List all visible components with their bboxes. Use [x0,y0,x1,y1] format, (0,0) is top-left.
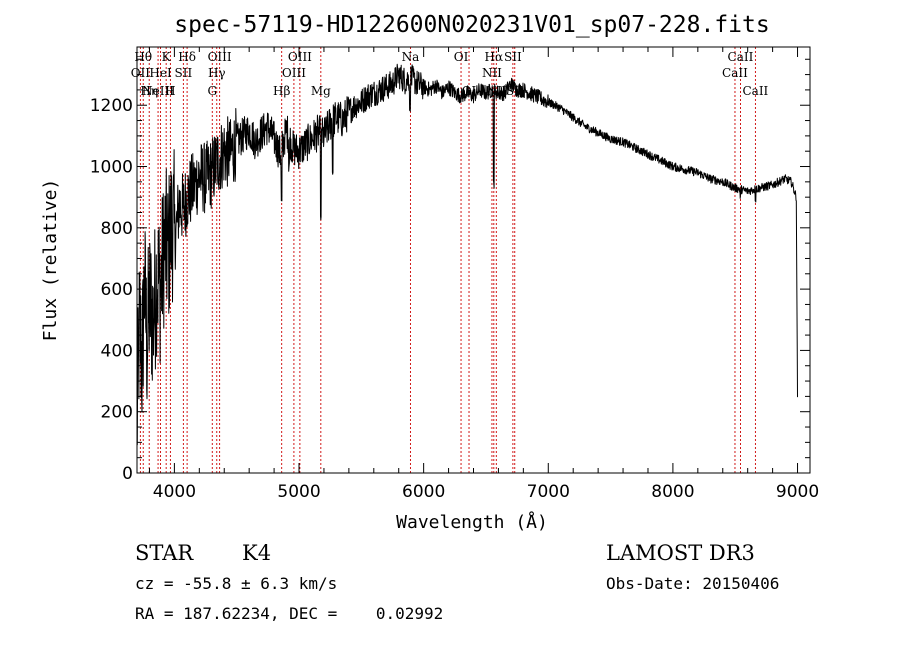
line-marker-label: Hθ [134,50,152,64]
line-marker-label: OIII [288,50,312,64]
line-marker-label: SII [504,50,522,64]
spectrum-line [136,63,798,446]
y-axis: 0 200 400 600 800 1000 1200 [90,58,810,484]
line-marker-group [139,47,756,473]
redshift-readout: cz = -55.8 ± 6.3 km/s [135,574,337,593]
y-tick-label: 400 [101,341,133,361]
x-tick-label: 9000 [776,482,819,502]
x-tick-label: 7000 [527,482,570,502]
line-marker-label: SII [175,66,193,80]
y-tick-label: 1000 [90,158,133,178]
line-marker-label: Mg [311,84,331,98]
y-tick-label: 800 [101,219,133,239]
line-marker-label: Hδ [178,50,196,64]
object-class: STAR [135,541,194,565]
line-marker-label: Hγ [208,66,226,80]
coordinates-readout: RA = 187.62234, DEC = 0.02992 [135,604,443,623]
x-tick-label: 5000 [277,482,320,502]
x-axis: 4000 5000 6000 7000 8000 9000 [148,47,819,502]
x-tick-label: 6000 [402,482,445,502]
line-marker-label: OII [131,66,151,80]
line-marker-label: OIII [208,50,232,64]
survey-name: LAMOST DR3 [606,541,755,565]
line-marker-label: Hβ [273,84,290,98]
line-marker-label: Na [402,50,420,64]
x-axis-label: Wavelength (Å) [396,511,548,533]
x-tick-label: 8000 [651,482,694,502]
y-tick-label: 600 [101,280,133,300]
observation-date: Obs-Date: 20150406 [606,574,779,593]
y-axis-label: Flux (relative) [40,179,61,342]
line-marker-label: NeIII [142,84,174,98]
line-marker-label: G [207,84,217,98]
spectrum-series [136,63,798,446]
y-tick-label: 200 [101,403,133,423]
line-marker-label: CaII [742,84,768,98]
line-marker-label: HeI [149,66,172,80]
line-marker-label: Hα [485,50,504,64]
line-marker-label: Hη [140,84,158,98]
line-marker-label: CaII [728,50,754,64]
line-label-group: OIIHθHηNeIIIHeIKHSIIHδGHγOIIIHβOIIIOIIIM… [131,50,769,98]
line-marker-label: OI [454,50,469,64]
line-marker-label: OIII [282,66,306,80]
spectral-subclass: K4 [242,541,271,565]
line-marker-label: CaII [722,66,748,80]
x-tick-label: 4000 [153,482,196,502]
y-tick-label: 0 [122,464,133,484]
y-tick-label: 1200 [90,96,133,116]
line-marker-label: K [162,50,172,64]
line-marker-label: NII [482,66,502,80]
chart-title: spec-57119-HD122600N020231V01_sp07-228.f… [174,12,769,38]
line-marker-label: H [165,84,175,98]
plot-frame [136,46,811,474]
